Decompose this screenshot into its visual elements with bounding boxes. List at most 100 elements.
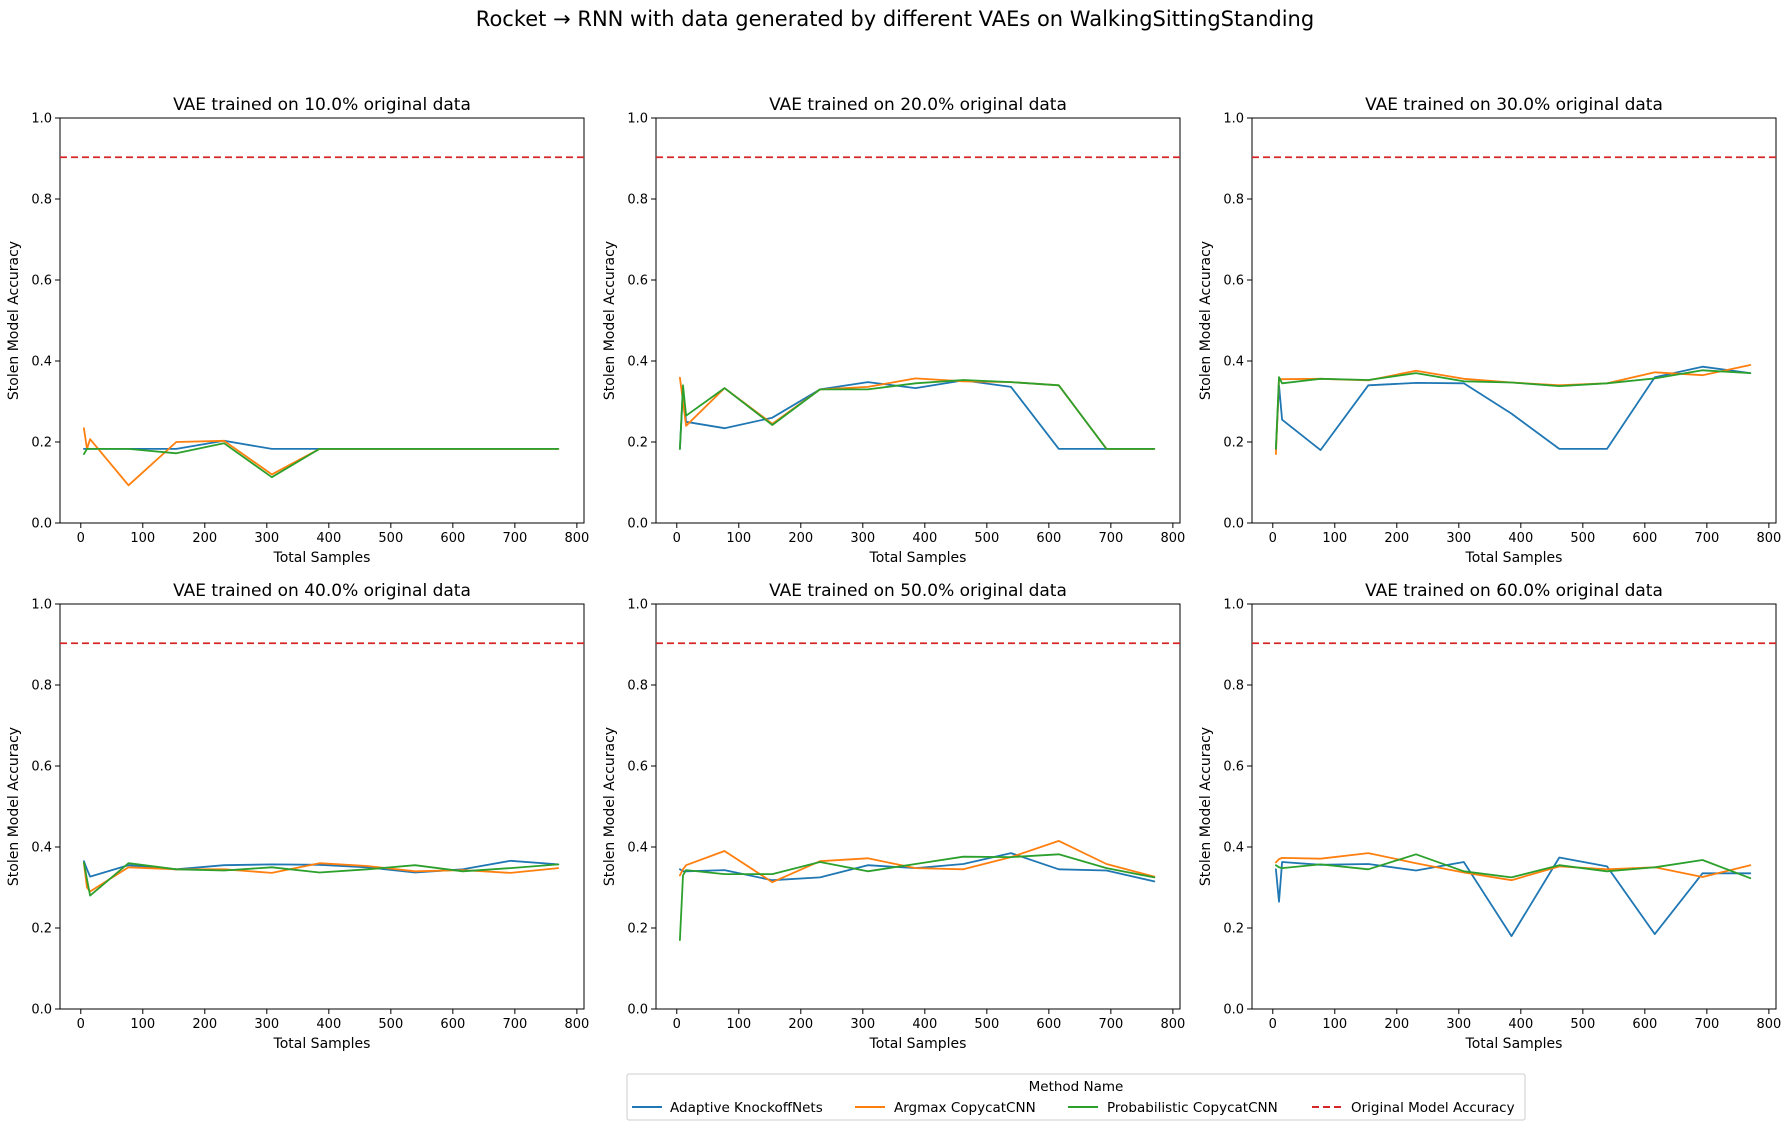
x-tick-label: 100 (1322, 1017, 1347, 1032)
x-tick-label: 500 (378, 1017, 403, 1032)
legend-label-adaptive-knockoffnets: Adaptive KnockoffNets (670, 1100, 823, 1116)
x-tick-label: 700 (1098, 531, 1123, 546)
x-tick-label: 600 (1036, 1017, 1061, 1032)
x-axis-label: Total Samples (1465, 1036, 1563, 1052)
x-tick-label: 300 (850, 1017, 875, 1032)
y-axis-label: Stolen Model Accuracy (1198, 241, 1214, 400)
legend-entry-argmax-copycatcnn: Argmax CopycatCNN (855, 1100, 1036, 1116)
x-tick-label: 100 (1322, 531, 1347, 546)
y-tick-label: 0.2 (31, 922, 52, 937)
x-tick-label: 800 (564, 531, 589, 546)
series-line-probabilistic-copycatcnn (679, 379, 1156, 450)
axes-frame (59, 117, 585, 524)
x-tick-label: 300 (1446, 1017, 1471, 1032)
chart-panel-2: VAE trained on 20.0% original data 0 100 20… (602, 95, 1185, 566)
y-tick-label: 0.4 (1223, 841, 1244, 856)
series-line-probabilistic-copycatcnn (1275, 369, 1752, 450)
x-tick-label: 400 (316, 531, 341, 546)
legend-frame (626, 1073, 1526, 1121)
x-tick-label: 800 (564, 1017, 589, 1032)
y-tick-label: 0.6 (31, 760, 52, 775)
axes-frame (655, 117, 1181, 524)
x-tick-label: 500 (1570, 1017, 1595, 1032)
y-tick-label: 0.6 (1223, 760, 1244, 775)
panel-title: VAE trained on 40.0% original data (173, 581, 471, 601)
data-layer (1252, 642, 1776, 937)
axes-frame (655, 603, 1181, 1010)
y-tick-label: 0.0 (31, 517, 52, 532)
y-tick-label: 0.6 (1223, 274, 1244, 289)
x-tick-label: 600 (1632, 1017, 1657, 1032)
y-tick-label: 1.0 (1223, 112, 1244, 127)
x-tick-label: 0 (77, 531, 85, 546)
x-tick-label: 700 (502, 1017, 527, 1032)
panel-title: VAE trained on 50.0% original data (769, 581, 1067, 601)
series-line-argmax-copycatcnn (1275, 364, 1752, 456)
x-tick-label: 300 (254, 531, 279, 546)
x-tick-label: 500 (974, 531, 999, 546)
y-tick-label: 0.0 (31, 1003, 52, 1018)
x-tick-label: 200 (1384, 1017, 1409, 1032)
y-axis-label: Stolen Model Accuracy (6, 241, 22, 400)
x-tick-label: 400 (912, 531, 937, 546)
y-tick-label: 0.2 (31, 436, 52, 451)
x-axis-label: Total Samples (1465, 550, 1563, 566)
y-tick-label: 0.0 (627, 1003, 648, 1018)
y-tick-label: 0.8 (627, 193, 648, 208)
x-tick-label: 100 (130, 531, 155, 546)
y-tick-label: 0.6 (627, 274, 648, 289)
y-tick-label: 0.0 (627, 517, 648, 532)
x-axis-label: Total Samples (273, 1036, 371, 1052)
panels: VAE trained on 10.0% original data 0 100 20… (6, 95, 1781, 1052)
x-tick-label: 600 (1036, 531, 1061, 546)
legend-label-argmax-copycatcnn: Argmax CopycatCNN (894, 1100, 1036, 1116)
x-tick-label: 200 (192, 531, 217, 546)
series-line-argmax-copycatcnn (679, 840, 1156, 884)
x-tick-label: 400 (1508, 531, 1533, 546)
x-tick-label: 800 (1756, 531, 1781, 546)
y-tick-label: 0.8 (31, 679, 52, 694)
x-tick-label: 200 (1384, 531, 1409, 546)
y-tick-label: 0.2 (1223, 922, 1244, 937)
x-tick-label: 100 (130, 1017, 155, 1032)
y-axis-label: Stolen Model Accuracy (602, 727, 618, 886)
data-layer (656, 642, 1180, 941)
chart-panel-4: VAE trained on 40.0% original data 0 100 20… (6, 581, 589, 1052)
legend-entry-original-model-accuracy: Original Model Accuracy (1312, 1100, 1515, 1116)
y-tick-label: 0.4 (627, 355, 648, 370)
chart-panel-6: VAE trained on 60.0% original data 0 100 20… (1198, 581, 1781, 1052)
legend-entry-probabilistic-copycatcnn: Probabilistic CopycatCNN (1068, 1100, 1278, 1116)
x-tick-label: 800 (1160, 531, 1185, 546)
x-tick-label: 400 (316, 1017, 341, 1032)
y-tick-label: 1.0 (31, 112, 52, 127)
y-axis-label: Stolen Model Accuracy (602, 241, 618, 400)
figure-title: Rocket → RNN with data generated by diff… (476, 7, 1314, 31)
data-layer (60, 156, 584, 487)
legend: Method Name Adaptive KnockoffNets Argmax… (626, 1073, 1526, 1121)
x-tick-label: 600 (440, 1017, 465, 1032)
x-axis-label: Total Samples (869, 550, 967, 566)
y-tick-label: 1.0 (1223, 598, 1244, 613)
x-tick-label: 0 (1269, 1017, 1277, 1032)
y-tick-label: 0.4 (31, 841, 52, 856)
x-tick-label: 700 (1098, 1017, 1123, 1032)
x-tick-label: 700 (1694, 1017, 1719, 1032)
x-tick-label: 500 (974, 1017, 999, 1032)
y-axis-label: Stolen Model Accuracy (1198, 727, 1214, 886)
y-tick-label: 0.6 (31, 274, 52, 289)
data-layer (656, 156, 1180, 450)
series-line-adaptive-knockoffnets (1275, 365, 1752, 452)
x-tick-label: 200 (192, 1017, 217, 1032)
axes-frame (1251, 603, 1777, 1010)
series-line-probabilistic-copycatcnn (83, 442, 560, 479)
y-axis-label: Stolen Model Accuracy (6, 727, 22, 886)
x-tick-label: 0 (77, 1017, 85, 1032)
x-tick-label: 0 (673, 531, 681, 546)
legend-title: Method Name (1029, 1079, 1124, 1095)
x-tick-label: 200 (788, 531, 813, 546)
x-tick-label: 100 (726, 1017, 751, 1032)
x-tick-label: 700 (502, 531, 527, 546)
y-tick-label: 0.0 (1223, 517, 1244, 532)
x-tick-label: 0 (1269, 531, 1277, 546)
